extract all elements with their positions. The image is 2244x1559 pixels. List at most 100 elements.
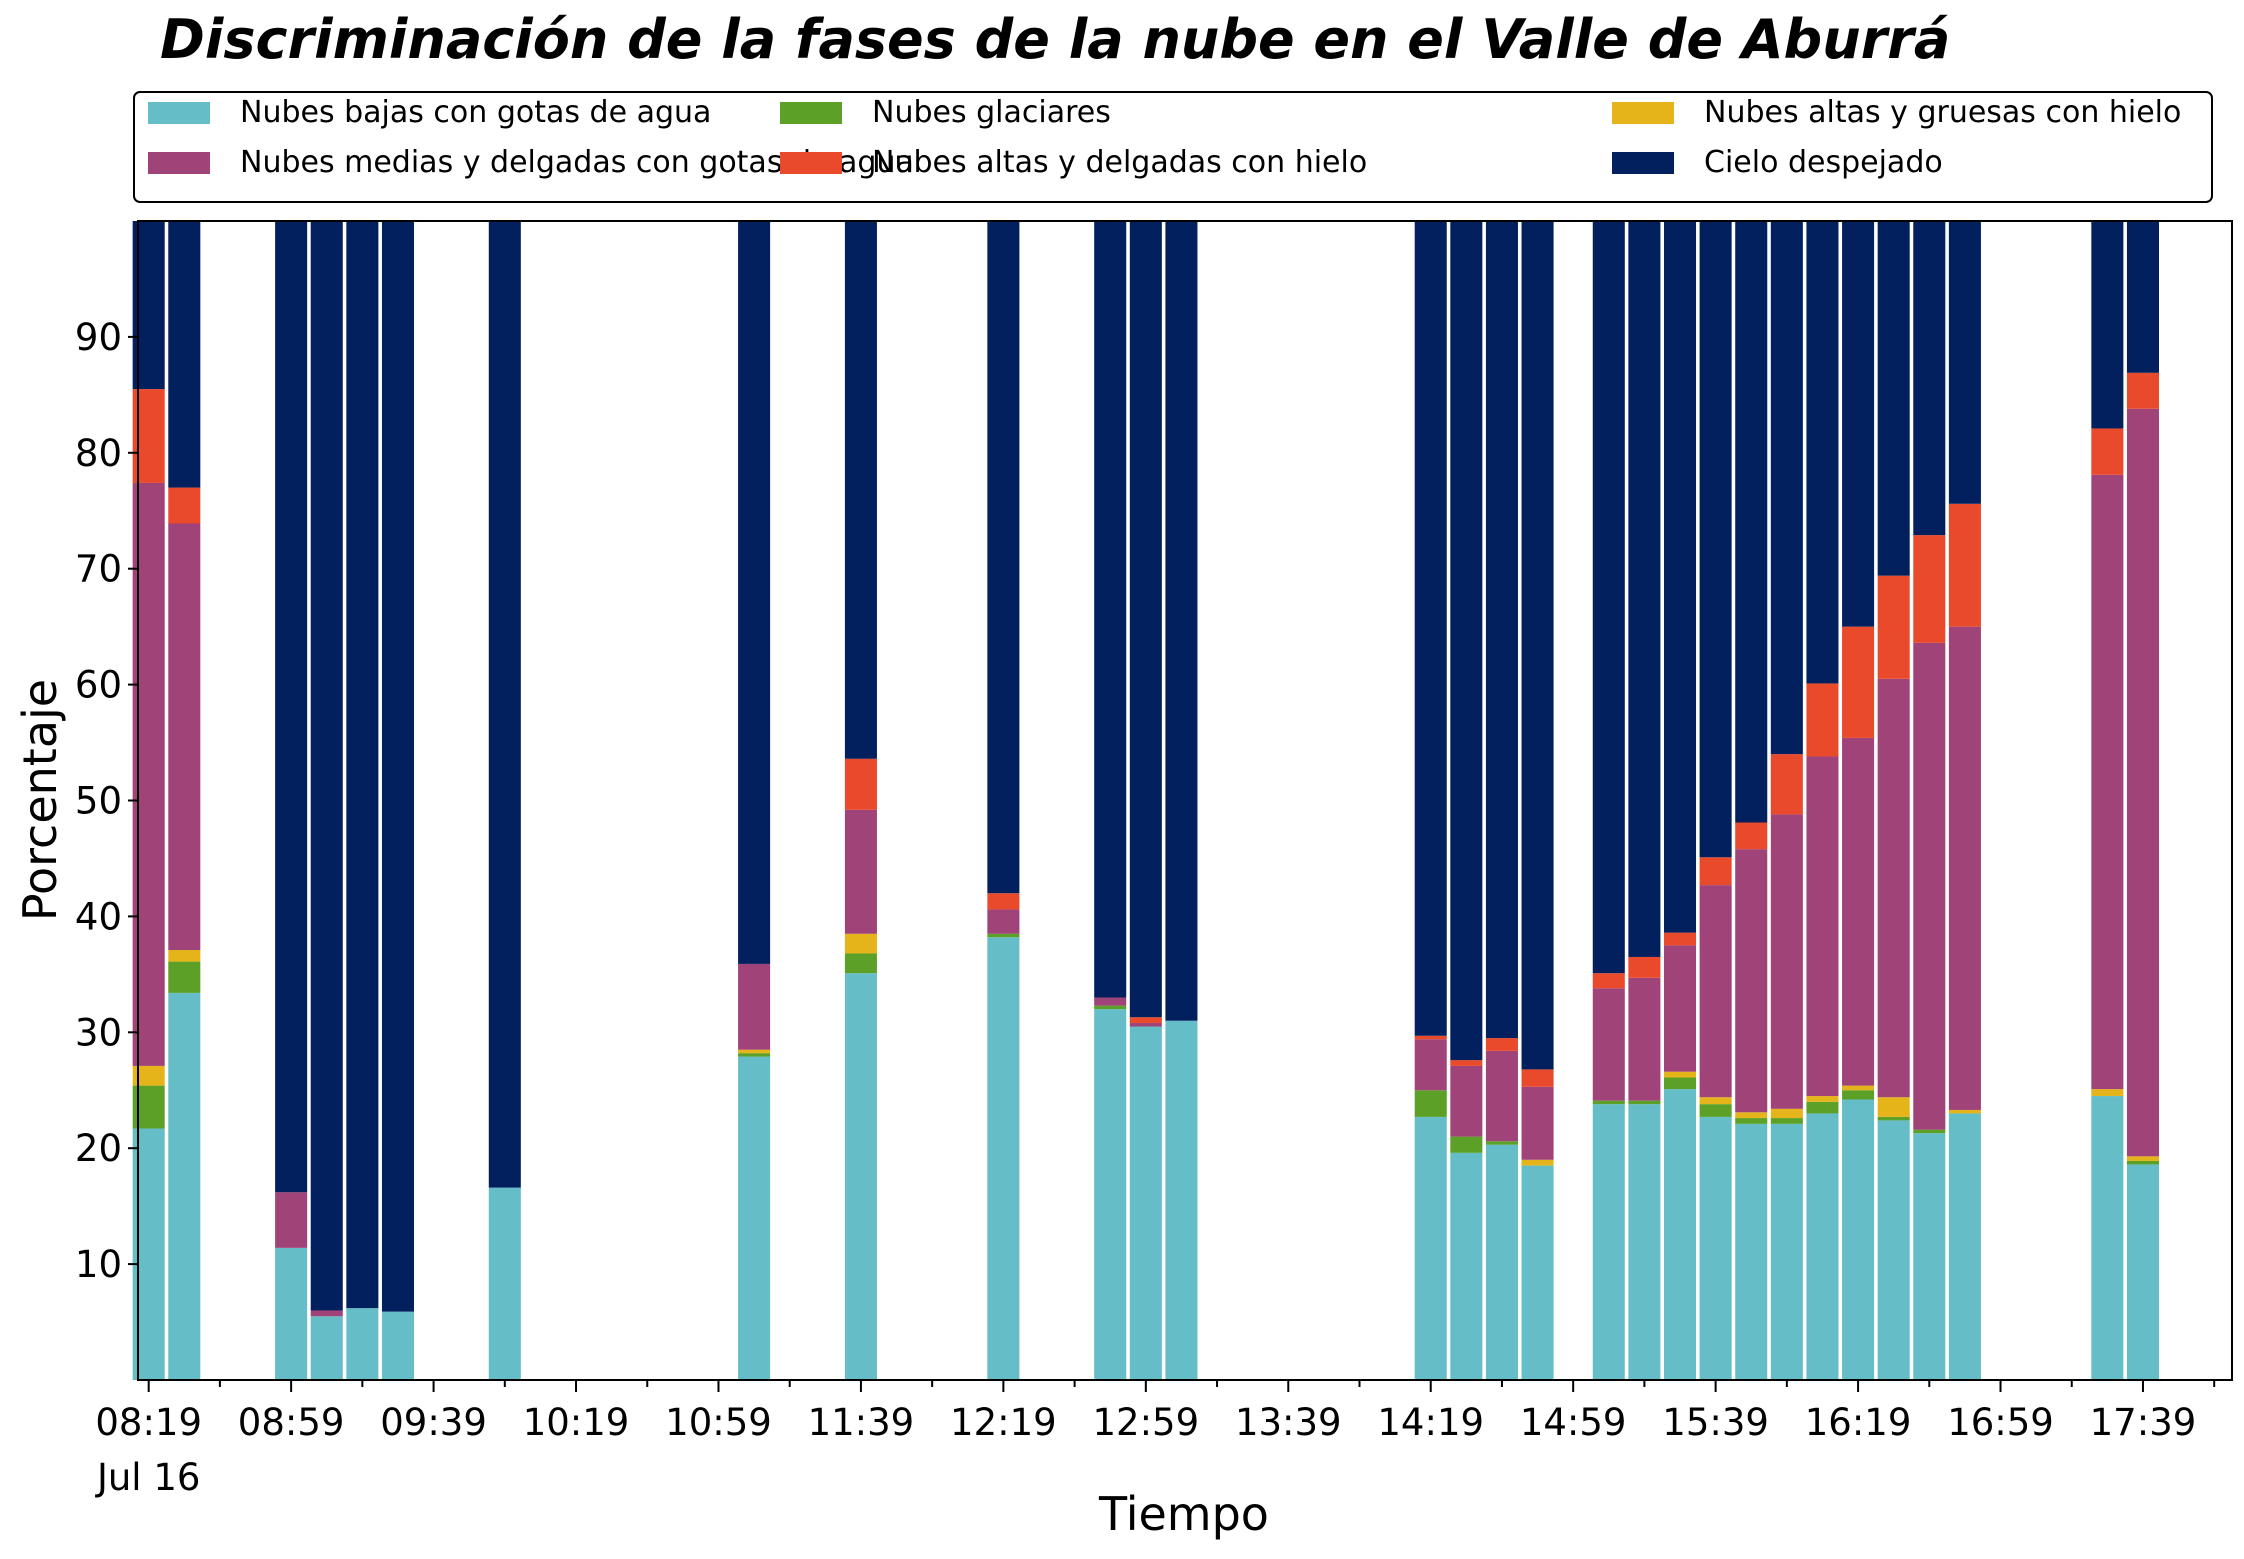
bar-segment-nubes-bajas-con-gotas-de-agua-1419: [1414, 1116, 1447, 1380]
bar-segment-nubes-altas-y-delgadas-con-hielo-1419: [1414, 1035, 1447, 1040]
bar-segment-nubes-medias-y-delgadas-con-gotas-de-agua-1449: [1521, 1086, 1554, 1160]
bar-segment-nubes-glaciares-0829: [168, 961, 201, 993]
y-tick-label: 20: [75, 1127, 122, 1170]
y-axis-label: Porcentaje: [13, 679, 67, 921]
bar-segment-nubes-medias-y-delgadas-con-gotas-de-agua-0909: [310, 1310, 343, 1317]
bar-segment-nubes-altas-y-delgadas-con-hielo-1629: [1877, 575, 1910, 679]
bar-segment-nubes-bajas-con-gotas-de-agua-1139: [844, 973, 877, 1380]
bar-segment-nubes-medias-y-delgadas-con-gotas-de-agua-0829: [168, 523, 201, 951]
bar-segment-nubes-altas-y-gruesas-con-hielo-0829: [168, 950, 201, 962]
x-tick-label: 08:59: [238, 1401, 345, 1444]
bar-segment-nubes-glaciares-1639: [1913, 1129, 1946, 1134]
bar-segment-nubes-glaciares-1509: [1592, 1100, 1625, 1105]
bar-segment-nubes-altas-y-delgadas-con-hielo-1509: [1592, 973, 1625, 989]
x-tick-label: 17:39: [2090, 1401, 2197, 1444]
bar-segment-nubes-altas-y-delgadas-con-hielo-1619: [1842, 626, 1875, 738]
x-tick-label: 15:39: [1662, 1401, 1769, 1444]
bar-segment-nubes-bajas-con-gotas-de-agua-0859: [275, 1247, 308, 1380]
bar-segment-nubes-medias-y-delgadas-con-gotas-de-agua-1729: [2091, 474, 2124, 1090]
x-tick-label: 12:19: [950, 1401, 1057, 1444]
bar-segment-nubes-altas-y-gruesas-con-hielo-1559: [1770, 1108, 1803, 1119]
bar-segment-nubes-bajas-con-gotas-de-agua-1629: [1877, 1120, 1910, 1380]
bar-segment-cielo-despejado-1629: [1877, 221, 1910, 576]
x-tick-label: 10:59: [665, 1401, 772, 1444]
bar-segment-nubes-bajas-con-gotas-de-agua-1259: [1129, 1026, 1162, 1380]
bar-segment-nubes-glaciares-1529: [1663, 1077, 1697, 1090]
bar-segment-nubes-bajas-con-gotas-de-agua-1519: [1628, 1104, 1661, 1380]
bar-segment-nubes-medias-y-delgadas-con-gotas-de-agua-1219: [987, 909, 1020, 934]
bar-segment-nubes-bajas-con-gotas-de-agua-0959: [488, 1187, 521, 1380]
bar-segment-cielo-despejado-1619: [1842, 221, 1875, 627]
bar-segment-nubes-altas-y-gruesas-con-hielo-1739: [2126, 1156, 2159, 1161]
bar-segment-nubes-altas-y-delgadas-con-hielo-1429: [1450, 1060, 1483, 1066]
bar-segment-cielo-despejado-1739: [2126, 221, 2159, 373]
bar-segment-cielo-despejado-1419: [1414, 221, 1447, 1036]
bar-segment-nubes-medias-y-delgadas-con-gotas-de-agua-1519: [1628, 977, 1661, 1101]
bar-segment-nubes-medias-y-delgadas-con-gotas-de-agua-1419: [1414, 1039, 1447, 1091]
bar-segment-cielo-despejado-1449: [1521, 221, 1554, 1070]
bar-segment-cielo-despejado-1429: [1450, 221, 1483, 1061]
bar-segment-nubes-bajas-con-gotas-de-agua-1649: [1948, 1113, 1981, 1380]
bar-segment-cielo-despejado-1509: [1592, 221, 1625, 974]
legend-swatch-nubes-altas-y-delgadas-con-hielo: [780, 152, 842, 174]
bar-segment-nubes-medias-y-delgadas-con-gotas-de-agua-1619: [1842, 737, 1875, 1086]
bar-segment-nubes-glaciares-1539: [1699, 1104, 1732, 1117]
bar-segment-nubes-bajas-con-gotas-de-agua-1729: [2091, 1096, 2124, 1380]
bar-segment-nubes-bajas-con-gotas-de-agua-1439: [1485, 1144, 1518, 1380]
bar-segment-nubes-glaciares-1619: [1842, 1090, 1875, 1100]
bar-segment-nubes-altas-y-gruesas-con-hielo-1619: [1842, 1085, 1875, 1091]
bar-segment-nubes-bajas-con-gotas-de-agua-1249: [1094, 1009, 1127, 1380]
bar-segment-nubes-glaciares-1219: [987, 933, 1020, 938]
bar-segment-nubes-glaciares-1739: [2126, 1160, 2159, 1165]
bar-segment-nubes-medias-y-delgadas-con-gotas-de-agua-1629: [1877, 678, 1910, 1098]
bar-segment-nubes-altas-y-delgadas-con-hielo-1549: [1735, 822, 1768, 850]
bar-segment-nubes-altas-y-delgadas-con-hielo-1559: [1770, 754, 1803, 815]
bar-segment-nubes-glaciares-1139: [844, 953, 877, 974]
bar-segment-nubes-altas-y-delgadas-con-hielo-1539: [1699, 857, 1732, 886]
bar-segment-nubes-medias-y-delgadas-con-gotas-de-agua-1559: [1770, 814, 1803, 1109]
x-tick-label: 10:19: [523, 1401, 630, 1444]
bar-segment-nubes-altas-y-delgadas-con-hielo-1139: [844, 758, 877, 810]
bar-segment-nubes-bajas-con-gotas-de-agua-0929: [381, 1311, 414, 1380]
bar-segment-nubes-altas-y-delgadas-con-hielo-1449: [1521, 1069, 1554, 1087]
x-tick-label: 14:19: [1377, 1401, 1484, 1444]
bar-segment-nubes-bajas-con-gotas-de-agua-1539: [1699, 1116, 1732, 1380]
y-tick-label: 90: [75, 316, 122, 359]
bar-segment-nubes-medias-y-delgadas-con-gotas-de-agua-1509: [1592, 988, 1625, 1101]
legend-swatch-nubes-medias-y-delgadas-con-gotas-de-agua: [148, 152, 210, 174]
legend-label-nubes-altas-y-gruesas-con-hielo: Nubes altas y gruesas con hielo: [1704, 95, 2181, 130]
bar-segment-nubes-bajas-con-gotas-de-agua-1609: [1806, 1113, 1839, 1380]
y-tick-label: 60: [75, 664, 122, 707]
bar-segment-nubes-medias-y-delgadas-con-gotas-de-agua-1609: [1806, 756, 1839, 1097]
bar-segment-nubes-altas-y-gruesas-con-hielo-1529: [1663, 1071, 1697, 1078]
x-tick-label: 12:59: [1093, 1401, 1200, 1444]
bar-segment-cielo-despejado-1309: [1165, 221, 1198, 1021]
y-tick-label: 70: [75, 548, 122, 591]
legend-label-nubes-bajas-con-gotas-de-agua: Nubes bajas con gotas de agua: [240, 95, 711, 130]
bar-segment-nubes-altas-y-delgadas-con-hielo-1259: [1129, 1017, 1162, 1024]
bar-segment-cielo-despejado-1649: [1948, 221, 1981, 504]
bar-segment-nubes-bajas-con-gotas-de-agua-1309: [1165, 1020, 1198, 1380]
bar-segment-nubes-medias-y-delgadas-con-gotas-de-agua-1249: [1094, 997, 1127, 1006]
bar-segment-cielo-despejado-1609: [1806, 221, 1839, 684]
bar-segment-nubes-altas-y-gruesas-con-hielo-1549: [1735, 1112, 1768, 1119]
legend-swatch-nubes-altas-y-gruesas-con-hielo: [1612, 102, 1674, 124]
bar-segment-nubes-glaciares-1419: [1414, 1090, 1447, 1117]
y-axis: 10 20 30 40 50 60 70 80 90: [75, 316, 138, 1286]
bar-segment-nubes-glaciares-1109: [738, 1053, 771, 1057]
x-axis: 08:19 08:59 09:39 10:19 10:59 11:39 12:19 12:59…: [95, 1380, 2216, 1499]
y-tick-label: 10: [75, 1243, 122, 1286]
bar-segment-nubes-medias-y-delgadas-con-gotas-de-agua-0859: [275, 1192, 308, 1248]
bar-segment-cielo-despejado-1559: [1770, 221, 1803, 755]
bar-segment-nubes-medias-y-delgadas-con-gotas-de-agua-1549: [1735, 849, 1768, 1113]
bar-segment-cielo-despejado-0909: [310, 221, 343, 1311]
bar-segment-nubes-altas-y-delgadas-con-hielo-0829: [168, 487, 201, 524]
bar-segment-nubes-altas-y-delgadas-con-hielo-1219: [987, 893, 1020, 910]
bar-segment-nubes-bajas-con-gotas-de-agua-1529: [1663, 1089, 1697, 1380]
bar-segment-nubes-bajas-con-gotas-de-agua-1739: [2126, 1164, 2159, 1380]
bar-segment-nubes-bajas-con-gotas-de-agua-0909: [310, 1316, 343, 1380]
bar-segment-nubes-medias-y-delgadas-con-gotas-de-agua-1639: [1913, 642, 1946, 1130]
bar-segment-nubes-bajas-con-gotas-de-agua-1219: [987, 937, 1020, 1380]
bar-segment-nubes-medias-y-delgadas-con-gotas-de-agua-1439: [1485, 1050, 1518, 1142]
bar-segment-nubes-medias-y-delgadas-con-gotas-de-agua-1649: [1948, 626, 1981, 1110]
